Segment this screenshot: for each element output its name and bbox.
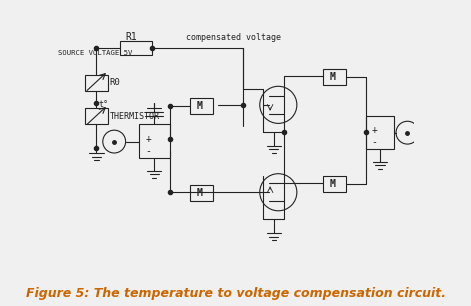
Bar: [120, 41, 152, 55]
Bar: [365, 116, 394, 149]
Bar: [323, 176, 346, 192]
Bar: [85, 108, 108, 125]
Text: t°: t°: [98, 100, 108, 109]
Bar: [139, 125, 170, 158]
Bar: [190, 98, 213, 114]
Bar: [190, 185, 213, 201]
Bar: [85, 75, 108, 91]
Bar: [323, 69, 346, 85]
Text: +: +: [146, 134, 152, 144]
Text: Figure 5: The temperature to voltage compensation circuit.: Figure 5: The temperature to voltage com…: [25, 287, 446, 300]
Text: M: M: [196, 101, 203, 110]
Text: compensated voltage: compensated voltage: [186, 32, 281, 42]
Text: -: -: [146, 146, 152, 156]
Text: M: M: [330, 179, 335, 189]
Text: M: M: [196, 188, 203, 198]
Text: THERMISTOR: THERMISTOR: [110, 112, 160, 121]
Text: R1: R1: [125, 32, 137, 42]
Text: M: M: [330, 72, 335, 82]
Text: R0: R0: [110, 78, 120, 87]
Text: -: -: [372, 137, 378, 147]
Text: +: +: [372, 125, 378, 135]
Text: SOURCE VOLTAGE 5V: SOURCE VOLTAGE 5V: [58, 50, 132, 56]
